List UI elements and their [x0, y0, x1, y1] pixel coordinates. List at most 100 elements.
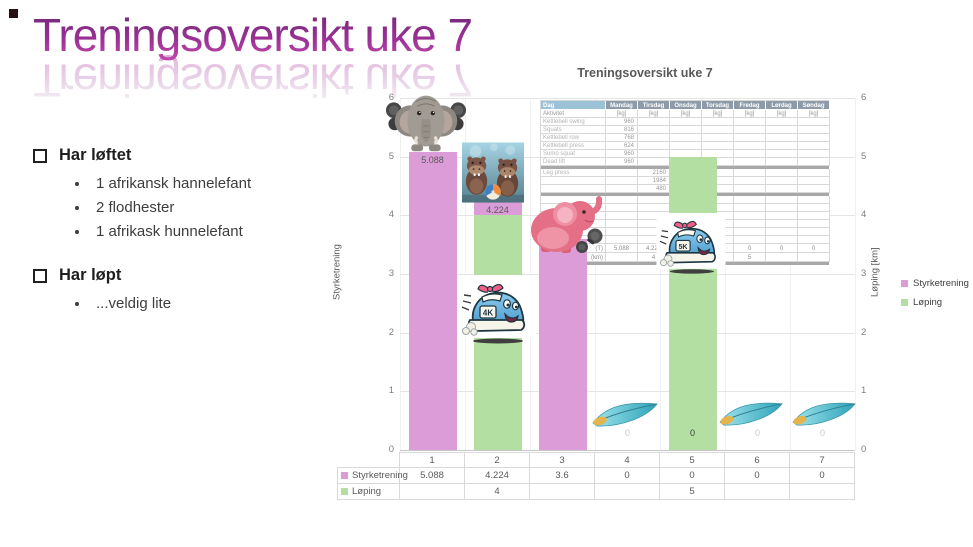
y-axis-tick-right: 6 — [861, 92, 867, 103]
bullet-list: Har løftet 1 afrikansk hannelefant 2 flo… — [33, 146, 343, 338]
legend-label: Styrketrening — [913, 278, 969, 289]
shoe-badge-label: 4K — [483, 309, 493, 318]
hippos-icon — [462, 142, 524, 203]
table-cell: 0 — [725, 468, 790, 484]
series-label: Styrketrening — [352, 470, 408, 481]
table-cell — [702, 142, 734, 150]
table-cell — [734, 236, 766, 244]
h-gridline — [400, 274, 855, 275]
table-cell — [606, 236, 638, 244]
bar-value-label: 0 — [819, 428, 825, 438]
y-axis-tick-right: 5 — [861, 150, 867, 162]
table-cell: Dag — [541, 101, 606, 110]
list-item: 2 flodhester — [75, 199, 343, 216]
table-cell: 5 — [734, 253, 766, 262]
table-cell: 4.224 — [465, 468, 530, 484]
table-cell: 0 — [734, 244, 766, 253]
feather-icon — [592, 402, 658, 427]
pink-elephant-image — [527, 190, 605, 254]
y-axis-tick-left: 2 — [388, 326, 394, 338]
table-cell — [766, 228, 798, 236]
table-cell: Kettlebell row — [541, 134, 606, 142]
y-axis-tick-right: 0 — [861, 444, 867, 455]
table-row: Styrketrening 5.088 4.224 3.6 0 0 0 0 — [337, 468, 855, 484]
y-axis-tick-left: 4 — [388, 209, 394, 221]
square-bullet-icon — [33, 148, 47, 163]
table-cell: [kg] — [670, 110, 702, 118]
table-cell — [798, 126, 830, 134]
v-gridline — [855, 98, 856, 450]
table-cell — [638, 134, 670, 142]
table-cell — [638, 158, 670, 166]
table-cell: Dead lift — [541, 158, 606, 166]
table-cell — [766, 118, 798, 126]
table-cell — [734, 126, 766, 134]
legend-item-loping: Løping — [901, 297, 969, 308]
running-shoe-5k-image: 5K — [654, 213, 728, 275]
table-cell — [798, 158, 830, 166]
table-cell — [766, 177, 798, 185]
table-cell — [798, 134, 830, 142]
chart-data-table: 1 2 3 4 5 6 7 Styrketrening 5.088 4.224 3.6 0 0 0 0 Løp… — [337, 452, 855, 500]
running-shoe-5k-icon: 5K — [656, 213, 726, 274]
table-cell — [798, 142, 830, 150]
y-axis-tick-left: 5 — [388, 150, 394, 162]
table-cell: Søndag — [798, 101, 830, 110]
table-cell: Onsdag — [670, 101, 702, 110]
bullet-header-label: Har løpt — [59, 266, 122, 284]
table-cell: Kettlebell press — [541, 142, 606, 150]
y-axis-tick-right: 3 — [861, 268, 867, 279]
table-cell — [766, 212, 798, 220]
table-cell — [670, 142, 702, 150]
table-cell: 2160 — [638, 169, 670, 177]
category-label: 3 — [530, 452, 595, 468]
corner-mark — [9, 9, 18, 18]
table-cell — [766, 236, 798, 244]
table-row: Aktivitet [kg] [kg] [kg] [kg] [kg] [kg] [kg] — [541, 110, 830, 118]
table-cell — [766, 185, 798, 193]
left-axis-title: Styrketrening — [331, 244, 343, 300]
table-cell — [766, 134, 798, 142]
table-cell — [766, 150, 798, 158]
bar-loping — [668, 156, 717, 450]
h-gridline — [400, 332, 855, 334]
table-cell: [kg] — [798, 110, 830, 118]
table-cell — [702, 150, 734, 158]
table-cell — [798, 212, 830, 220]
category-label: 6 — [725, 452, 790, 468]
category-label: 7 — [790, 452, 855, 468]
feather-icon — [792, 402, 856, 426]
bar-value-label: 0 — [624, 428, 630, 438]
table-cell — [734, 228, 766, 236]
table-cell: 4 — [465, 484, 530, 500]
table-cell: Fredag — [734, 101, 766, 110]
table-cell — [734, 185, 766, 193]
gray-elephant-icon — [385, 95, 467, 152]
table-cell: 624 — [606, 142, 638, 150]
title-reflection-fade — [33, 60, 633, 128]
table-cell — [541, 177, 606, 185]
table-cell — [638, 204, 670, 212]
table-cell — [798, 150, 830, 158]
table-cell — [702, 169, 734, 177]
table-cell — [606, 228, 638, 236]
table-cell — [766, 158, 798, 166]
table-cell — [766, 204, 798, 212]
table-cell — [766, 169, 798, 177]
bar-styrketrening — [538, 238, 587, 450]
y-axis-tick-right: 4 — [861, 209, 867, 221]
table-row: Squats 816 — [541, 126, 830, 134]
list-item: ...veldig lite — [75, 295, 343, 312]
feather-image-day4 — [590, 399, 662, 429]
table-cell — [702, 118, 734, 126]
list-item: 1 afrikansk hannelefant — [75, 175, 343, 192]
hippos-photo-image — [462, 142, 524, 203]
table-cell — [606, 169, 638, 177]
table-cell — [798, 196, 830, 204]
table-cell — [530, 484, 595, 500]
feather-image-day6 — [718, 399, 786, 428]
list-item-text: ...veldig lite — [96, 295, 172, 312]
table-cell — [734, 150, 766, 158]
